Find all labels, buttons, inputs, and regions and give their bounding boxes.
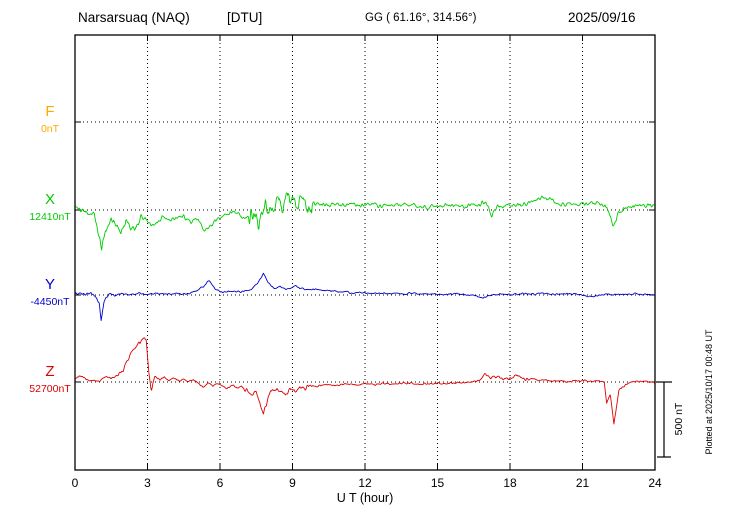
series-baseline-value-F: 0nT xyxy=(40,123,60,135)
x-axis-label: U T (hour) xyxy=(336,491,394,505)
scale-bar-label: 500 nT xyxy=(673,402,685,436)
x-tick-label: 6 xyxy=(216,476,224,490)
plotted-timestamp: Plotted at 2025/10/17 00:48 UT xyxy=(704,329,714,455)
series-label-X: X xyxy=(44,191,55,208)
x-tick-label: 24 xyxy=(648,476,662,490)
x-tick-label: 15 xyxy=(430,476,445,490)
trace-X xyxy=(75,192,655,251)
x-tick-label: 21 xyxy=(575,476,590,490)
station-title: Narsarsuaq (NAQ) xyxy=(78,10,190,25)
trace-Z xyxy=(75,337,655,425)
plot-frame xyxy=(74,34,656,471)
series-label-F: F xyxy=(45,103,55,120)
series-label-Y: Y xyxy=(44,276,55,293)
x-tick-label: 0 xyxy=(71,476,79,490)
series-baseline-value-Z: 52700nT xyxy=(29,383,71,395)
plot-date: 2025/09/16 xyxy=(568,10,636,25)
trace-Y xyxy=(75,272,655,321)
series-baseline-value-Y: -4450nT xyxy=(30,296,70,308)
x-tick-label: 3 xyxy=(144,476,151,490)
series-label-Z: Z xyxy=(45,363,55,380)
x-tick-label: 12 xyxy=(358,476,372,490)
x-tick-label: 18 xyxy=(503,476,517,490)
series-baseline-value-X: 12410nT xyxy=(29,211,71,223)
geographic-coordinates: GG ( 61.16°, 314.56°) xyxy=(365,12,477,24)
institute-label: [DTU] xyxy=(227,10,263,25)
x-tick-label: 9 xyxy=(289,476,296,490)
